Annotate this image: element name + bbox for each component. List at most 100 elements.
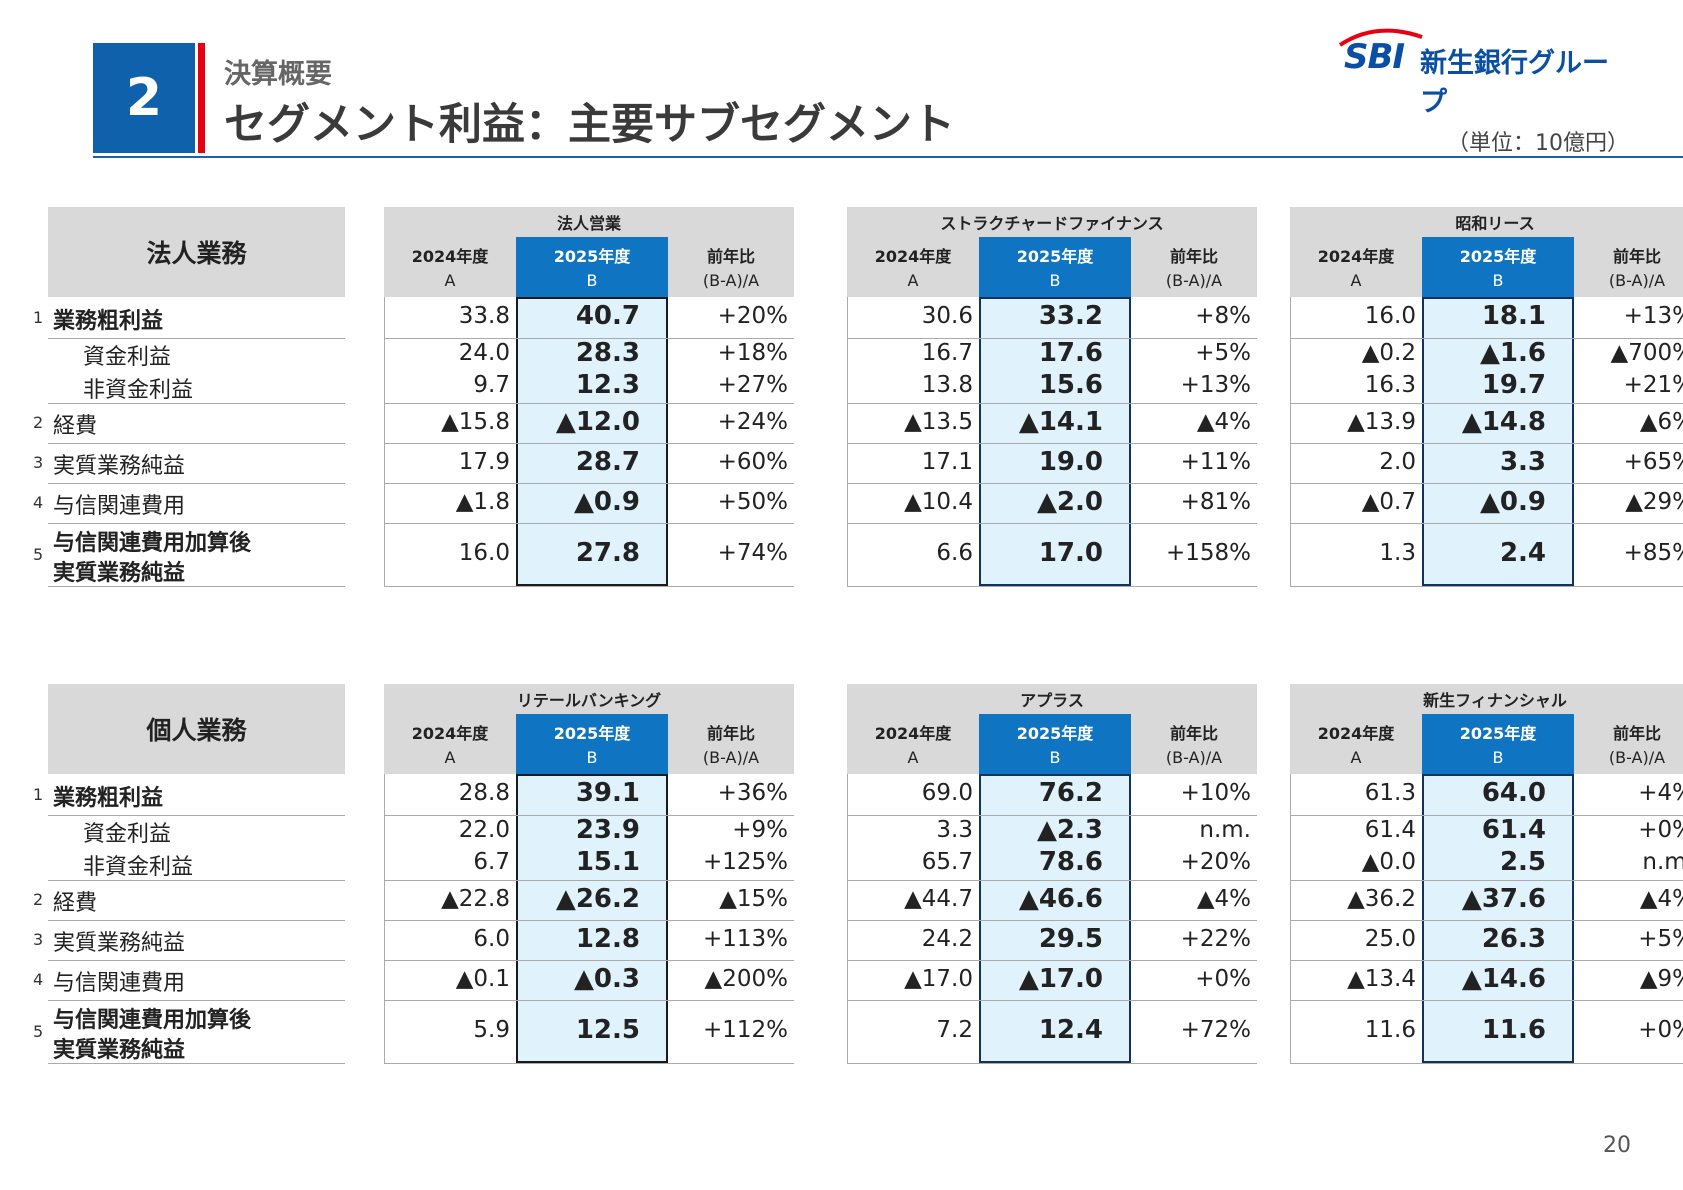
table-cell: 78.6 (1038, 847, 1103, 878)
table-cell: 61.4 (1481, 814, 1546, 845)
row-label: 業務粗利益 (53, 785, 164, 811)
table-cell: ▲2.3 (1036, 814, 1103, 845)
table-cell: ▲29% (1625, 488, 1683, 515)
table-cell: 29.5 (1038, 923, 1103, 954)
column-sub: A (907, 271, 919, 290)
row-divider (48, 960, 345, 961)
column-year: 2024年度 (411, 724, 489, 743)
section-subtitle: 決算概要 (224, 59, 332, 90)
table-cell: ▲4% (1639, 885, 1683, 912)
segment-table: ストラクチャードファイナンス 2024年度 A 2025年度 B 前年比 (B-A)/A 30… (847, 207, 1257, 587)
row-divider (48, 483, 345, 484)
table-cell: 2.4 (1499, 538, 1546, 569)
table-cell: +74% (717, 540, 788, 567)
table-cell: 16.3 (1364, 372, 1416, 399)
table-cell: +0% (1195, 965, 1251, 992)
row-divider (48, 523, 345, 524)
column-year: 前年比 (1612, 724, 1661, 743)
column-header: 2024年度 A (847, 237, 979, 297)
column-header: 2025年度 B (1422, 714, 1574, 774)
table-cell: +125% (702, 849, 788, 876)
table-cell: ▲17.0 (904, 965, 973, 992)
row-label: 実質業務純益 (53, 931, 186, 956)
table-cell: ▲36.2 (1347, 885, 1416, 912)
table-row-divider (384, 815, 794, 816)
table-cell: 16.0 (1364, 303, 1416, 330)
table-cell: n.m. (1642, 849, 1683, 876)
table-cell: ▲0.2 (1361, 339, 1416, 366)
table-cell: 15.6 (1038, 370, 1103, 401)
table-row-divider (384, 523, 794, 524)
table-row-divider (1290, 586, 1683, 587)
table-cell: 16.0 (458, 540, 510, 567)
row-number: 4 (33, 493, 44, 512)
row-number: 3 (33, 453, 44, 472)
table-cell: +13% (1623, 303, 1683, 330)
table-cell: ▲0.3 (573, 963, 640, 994)
table-cell: ▲37.6 (1461, 883, 1546, 914)
column-header: 前年比 (B-A)/A (1574, 237, 1683, 297)
table-cell: +50% (717, 488, 788, 515)
column-year: 前年比 (1169, 247, 1218, 266)
column-sub: (B-A)/A (1608, 748, 1666, 767)
table-cell: +22% (1180, 925, 1251, 952)
highlight-column (1422, 774, 1574, 1063)
segment-name: 昭和リース (1290, 207, 1683, 237)
row-label: 与信関連費用 (53, 971, 186, 996)
category-header: 個人業務 (48, 684, 345, 774)
table-cell: ▲15.8 (441, 408, 510, 435)
table-cell: +72% (1180, 1017, 1251, 1044)
column-sub: (B-A)/A (702, 271, 760, 290)
table-cell: 3.3 (1499, 446, 1546, 477)
table-row-divider (847, 483, 1257, 484)
column-sub: (B-A)/A (1608, 271, 1666, 290)
table-cell: ▲13.4 (1347, 965, 1416, 992)
table-row-divider (1290, 338, 1683, 339)
table-cell: +4% (1638, 780, 1683, 807)
table-cell: ▲14.6 (1461, 963, 1546, 994)
row-number: 5 (33, 544, 44, 564)
column-sub: A (907, 748, 919, 767)
row-divider (48, 443, 345, 444)
unit-note: （単位：10億円） (1447, 131, 1629, 156)
table-cell: ▲1.8 (455, 488, 510, 515)
table-row-divider (1290, 523, 1683, 524)
title-accent-bar (198, 43, 205, 153)
column-header: 2024年度 A (384, 237, 516, 297)
column-sub: A (1350, 271, 1362, 290)
row-label: 経費 (53, 414, 98, 439)
row-label: 非資金利益 (83, 377, 194, 403)
table-cell: +5% (1638, 925, 1683, 952)
column-sub: (B-A)/A (1165, 748, 1223, 767)
table-cell: ▲15% (719, 885, 788, 912)
table-cell: 16.7 (921, 339, 973, 366)
table-left-edge (847, 297, 848, 586)
table-row-divider (847, 586, 1257, 587)
table-cell: 2.0 (1379, 448, 1416, 475)
page-number: 20 (1603, 1133, 1631, 1158)
table-cell: 12.4 (1038, 1015, 1103, 1046)
table-row-divider (1290, 920, 1683, 921)
table-cell: 61.3 (1364, 780, 1416, 807)
table-left-edge (1290, 297, 1291, 586)
table-cell: n.m. (1199, 816, 1251, 843)
segment-table: 昭和リース 2024年度 A 2025年度 B 前年比 (B-A)/A 16.0 18.1 +13… (1290, 207, 1683, 587)
row-label: 与信関連費用 (53, 494, 186, 519)
table-cell: +24% (717, 408, 788, 435)
row-label: 実質業務純益 (53, 454, 186, 479)
table-cell: 12.5 (575, 1015, 640, 1046)
table-cell: 19.7 (1481, 370, 1546, 401)
table-cell: +36% (717, 780, 788, 807)
table-cell: ▲17.0 (1018, 963, 1103, 994)
table-cell: ▲26.2 (555, 883, 640, 914)
table-cell: ▲0.7 (1361, 488, 1416, 515)
table-cell: ▲2.0 (1036, 486, 1103, 517)
table-cell: 7.2 (936, 1017, 973, 1044)
table-cell: ▲4% (1196, 408, 1251, 435)
table-cell: ▲4% (1196, 885, 1251, 912)
column-year: 2024年度 (1317, 247, 1395, 266)
column-header: 2025年度 B (516, 714, 668, 774)
column-sub: B (1492, 748, 1504, 767)
table-cell: 22.0 (458, 816, 510, 843)
column-sub: (B-A)/A (702, 748, 760, 767)
